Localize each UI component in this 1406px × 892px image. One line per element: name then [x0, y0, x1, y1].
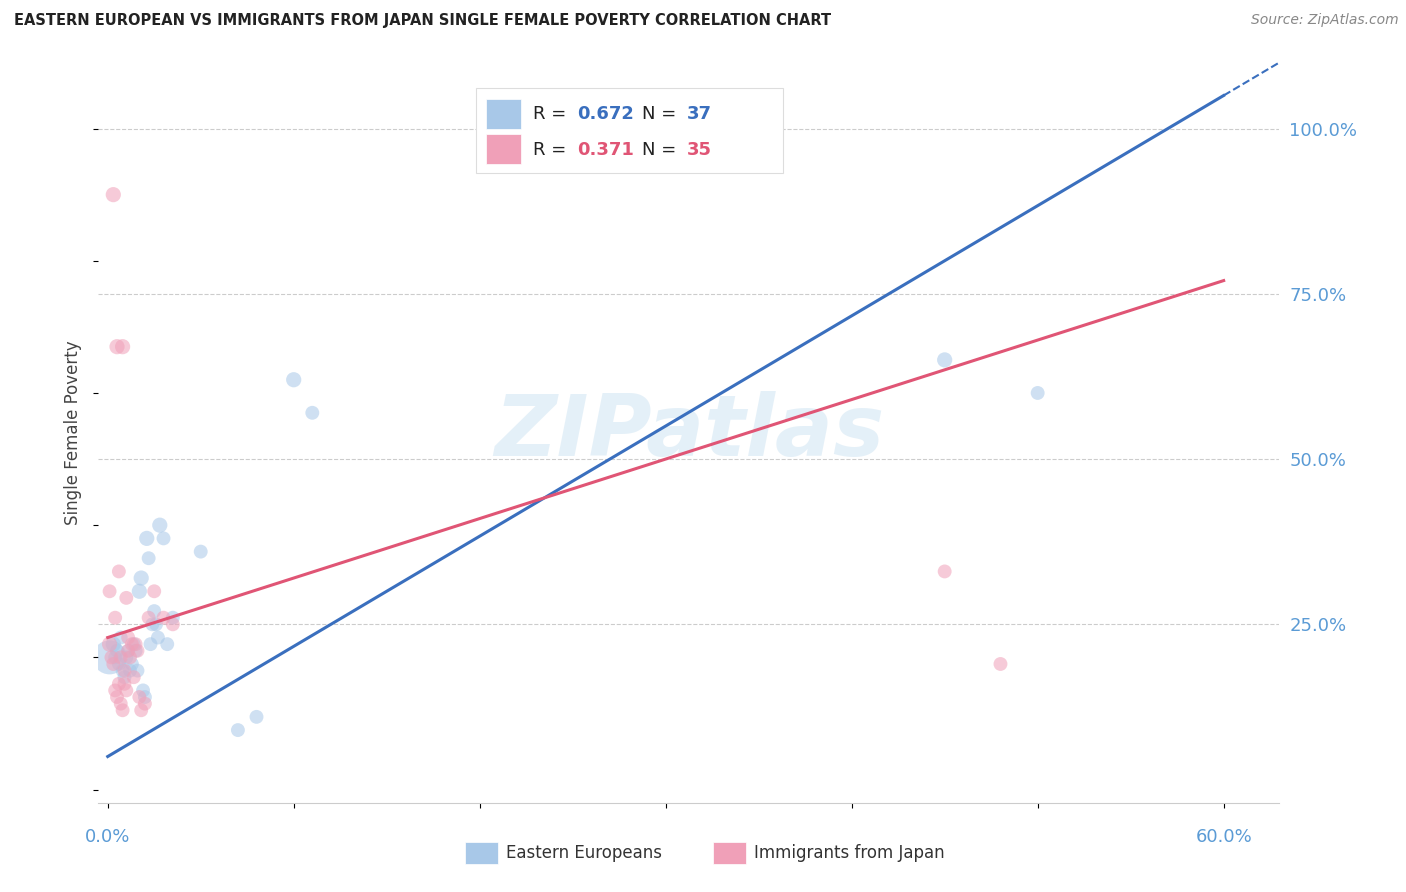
Point [226, 723, 249, 737]
Point [104, 611, 127, 625]
Point [117, 644, 139, 658]
Point [129, 703, 152, 717]
Point [301, 406, 323, 420]
Point [114, 677, 136, 691]
Point [134, 697, 156, 711]
Point [98, 584, 121, 599]
Point [121, 637, 143, 651]
Point [132, 683, 155, 698]
Point [127, 664, 149, 678]
Point [152, 611, 174, 625]
Point [105, 644, 128, 658]
Text: 37: 37 [686, 105, 711, 123]
Point [990, 657, 1012, 671]
Point [115, 650, 138, 665]
Point [134, 690, 156, 704]
Point [111, 703, 134, 717]
Point [108, 657, 131, 671]
Point [128, 584, 150, 599]
Point [117, 631, 139, 645]
Point [124, 637, 146, 651]
Point [110, 631, 132, 645]
Point [110, 697, 132, 711]
Point [934, 565, 956, 579]
Point [122, 637, 145, 651]
Point [190, 544, 212, 558]
Point [115, 591, 138, 605]
Text: ZIPatlas: ZIPatlas [494, 391, 884, 475]
Point [152, 532, 174, 546]
Point [118, 664, 141, 678]
FancyBboxPatch shape [486, 99, 522, 129]
Point [124, 644, 146, 658]
Point [118, 650, 141, 665]
Text: 0.672: 0.672 [576, 105, 634, 123]
Point [98, 637, 121, 651]
Point [146, 631, 169, 645]
FancyBboxPatch shape [464, 842, 498, 864]
Point [139, 637, 162, 651]
Text: R =: R = [533, 141, 572, 159]
Point [114, 670, 136, 684]
Point [115, 683, 138, 698]
Point [111, 664, 134, 678]
Text: N =: N = [641, 105, 682, 123]
Point [105, 690, 128, 704]
Point [114, 664, 136, 678]
Point [245, 710, 267, 724]
Text: R =: R = [533, 105, 572, 123]
Point [103, 637, 125, 651]
FancyBboxPatch shape [713, 842, 745, 864]
Point [104, 683, 127, 698]
Text: Immigrants from Japan: Immigrants from Japan [754, 844, 945, 863]
Text: 0.0%: 0.0% [84, 828, 131, 846]
Point [105, 340, 128, 354]
Point [1026, 386, 1049, 401]
Point [117, 644, 139, 658]
Text: 0.371: 0.371 [576, 141, 634, 159]
Point [110, 650, 132, 665]
Point [128, 690, 150, 704]
Point [135, 532, 157, 546]
Point [149, 518, 172, 533]
Point [162, 611, 184, 625]
Point [108, 565, 131, 579]
Point [108, 677, 131, 691]
Point [103, 187, 125, 202]
Point [934, 352, 956, 367]
Text: 35: 35 [686, 141, 711, 159]
Text: Source: ZipAtlas.com: Source: ZipAtlas.com [1251, 13, 1399, 28]
Point [138, 611, 160, 625]
Point [127, 644, 149, 658]
Point [98, 650, 121, 665]
Point [103, 657, 125, 671]
Point [111, 340, 134, 354]
Point [145, 617, 167, 632]
Point [283, 373, 305, 387]
Point [141, 617, 163, 632]
Text: N =: N = [641, 141, 682, 159]
Text: 60.0%: 60.0% [1195, 828, 1251, 846]
Point [129, 571, 152, 585]
Y-axis label: Single Female Poverty: Single Female Poverty [65, 341, 83, 524]
FancyBboxPatch shape [477, 88, 783, 173]
Point [143, 604, 166, 618]
Point [122, 670, 145, 684]
Point [138, 551, 160, 566]
Point [143, 584, 166, 599]
FancyBboxPatch shape [486, 135, 522, 164]
Text: EASTERN EUROPEAN VS IMMIGRANTS FROM JAPAN SINGLE FEMALE POVERTY CORRELATION CHAR: EASTERN EUROPEAN VS IMMIGRANTS FROM JAPA… [14, 13, 831, 29]
Point [104, 650, 127, 665]
Text: Eastern Europeans: Eastern Europeans [506, 844, 662, 863]
Point [100, 650, 122, 665]
Point [156, 637, 179, 651]
Point [162, 617, 184, 632]
Point [121, 657, 143, 671]
